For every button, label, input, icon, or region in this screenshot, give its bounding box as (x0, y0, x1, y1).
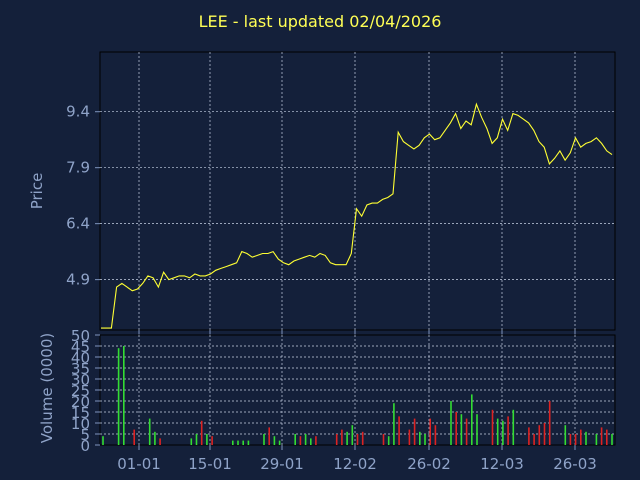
volume-ytick-label: 25 (71, 382, 90, 400)
volume-bar (393, 403, 395, 445)
volume-bar (190, 438, 193, 445)
volume-bar (159, 438, 161, 445)
volume-ytick-label: 0 (80, 437, 90, 455)
volume-bar (247, 440, 250, 445)
volume-ytick-label: 15 (71, 404, 90, 422)
price-ytick-label: 7.9 (66, 159, 90, 177)
volume-bar (491, 409, 494, 445)
volume-bar (263, 434, 265, 445)
volume-bar (315, 436, 317, 445)
xtick-label: 15-01 (188, 455, 232, 473)
volume-bar (419, 431, 421, 445)
volume-bar (611, 434, 613, 445)
volume-bar (543, 423, 546, 445)
volume-bar (273, 436, 276, 445)
volume-bar (232, 440, 234, 445)
volume-bar (310, 438, 312, 445)
volume-bar (382, 434, 385, 445)
volume-bar (408, 429, 411, 445)
volume-bar (211, 436, 213, 445)
xtick-label: 01-01 (117, 455, 161, 473)
volume-bar (455, 412, 457, 445)
volume-ytick-label: 20 (71, 393, 90, 411)
volume-bar (512, 409, 515, 445)
volume-bar (450, 401, 452, 445)
volume-bar (429, 418, 431, 445)
xtick-label: 29-01 (260, 455, 304, 473)
volume-bar (123, 346, 125, 445)
volume-bar (242, 440, 244, 445)
volume-bar (413, 418, 416, 445)
volume-ytick-label: 35 (71, 360, 90, 378)
volume-bar (148, 418, 151, 445)
volume-bar (117, 348, 120, 445)
volume-bar (195, 434, 198, 445)
volume-bar (278, 440, 281, 445)
volume-ytick-label: 40 (71, 349, 90, 367)
price-grid (100, 52, 615, 330)
volume-axis-label: Volume (0000) (38, 333, 56, 443)
volume-bar (460, 414, 463, 445)
volume-bar (600, 427, 603, 445)
volume-bar (606, 429, 608, 445)
volume-bar (200, 420, 203, 445)
volume-bar (294, 434, 296, 445)
price-ytick-label: 4.9 (66, 271, 90, 289)
xtick-label: 26-02 (407, 455, 451, 473)
volume-bar (351, 425, 354, 445)
volume-bar (496, 418, 499, 445)
volume-bar (268, 427, 270, 445)
price-ytick-label: 9.4 (66, 103, 90, 121)
volume-bar (564, 425, 567, 445)
xtick-label: 26-03 (553, 455, 597, 473)
volume-bar (304, 434, 307, 445)
price-ticks (95, 111, 576, 335)
volume-bar (361, 431, 364, 445)
volume-bar (154, 431, 156, 445)
price-ytick-label: 6.4 (66, 215, 90, 233)
volume-bar (580, 429, 582, 445)
volume-bar (356, 434, 359, 445)
volume-bar (206, 434, 208, 445)
volume-bar (434, 425, 437, 445)
volume-bar (476, 414, 478, 445)
price-plot-area (99, 51, 616, 331)
volume-bar (585, 431, 587, 445)
volume-bar (299, 436, 302, 445)
volume-bar (595, 434, 598, 445)
volume-bar (335, 434, 338, 445)
volume-bar (471, 394, 473, 445)
price-axis-label: Price (28, 173, 46, 210)
volume-bar (398, 416, 400, 445)
volume-ytick-label: 10 (71, 415, 90, 433)
volume-bar (502, 420, 504, 445)
volume-bar (507, 416, 509, 445)
volume-bar (237, 440, 239, 445)
volume-bar (574, 434, 577, 445)
volume-bar (548, 401, 551, 445)
volume-bar (465, 418, 468, 445)
volume-ytick-label: 50 (71, 327, 90, 345)
volume-bar (528, 427, 530, 445)
volume-bar (346, 431, 348, 445)
volume-ticks (95, 334, 576, 450)
volume-bar (133, 429, 135, 445)
xtick-label: 12-02 (333, 455, 377, 473)
volume-ytick-label: 30 (71, 371, 90, 389)
chart-title: LEE - last updated 02/04/2026 (198, 12, 442, 31)
xtick-label: 12-03 (480, 455, 524, 473)
volume-bar (341, 429, 343, 445)
volume-ytick-label: 5 (80, 426, 90, 444)
volume-bar (387, 436, 390, 445)
volume-bar (533, 434, 535, 445)
volume-bar (102, 436, 104, 445)
volume-ytick-label: 45 (71, 338, 90, 356)
volume-bar (538, 425, 541, 445)
volume-bar (424, 434, 426, 445)
volume-bar (569, 434, 572, 445)
price-line (101, 102, 613, 329)
